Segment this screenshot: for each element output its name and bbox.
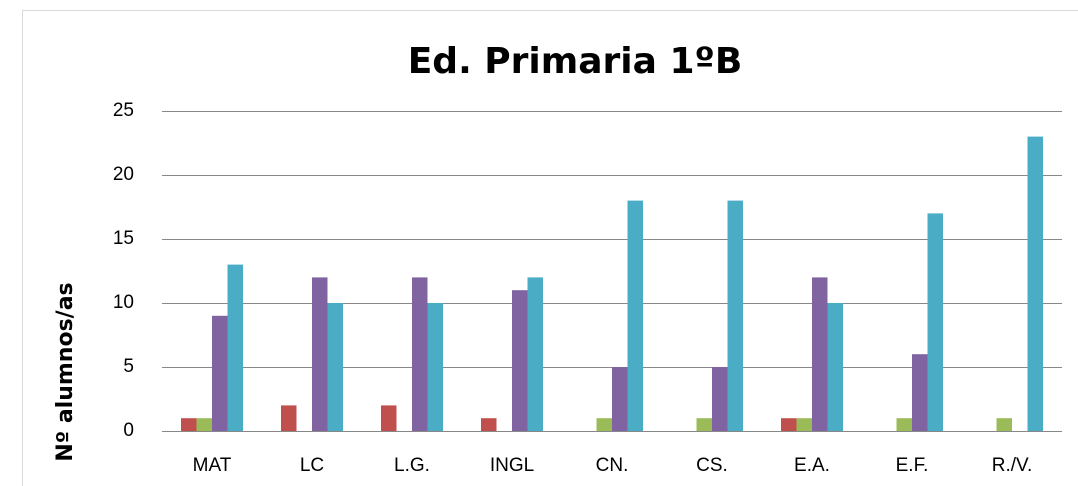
bar [812, 277, 828, 431]
x-tick-label: CS. [696, 455, 728, 476]
bar [727, 200, 743, 431]
bar [827, 303, 843, 431]
bar [227, 264, 243, 431]
y-tick-label: 25 [113, 100, 134, 121]
y-tick-label: 5 [123, 356, 134, 377]
bar [527, 277, 543, 431]
bar [327, 303, 343, 431]
bar [381, 405, 397, 431]
x-tick-label: R./V. [992, 455, 1033, 476]
bar [696, 418, 712, 431]
bar [481, 418, 497, 431]
bar [512, 290, 528, 431]
bar [196, 418, 212, 431]
bar [796, 418, 812, 431]
bar [1027, 136, 1043, 431]
bar [212, 315, 228, 431]
bar [181, 418, 197, 431]
bar [781, 418, 797, 431]
chart-title: Ed. Primaria 1ºB [408, 41, 743, 82]
bar [627, 200, 643, 431]
bar [896, 418, 912, 431]
bar [312, 277, 328, 431]
y-tick-label: 0 [123, 420, 134, 441]
y-axis-label: Nº alumnos/as [53, 282, 78, 461]
bar [996, 418, 1012, 431]
y-tick-label: 20 [113, 164, 134, 185]
x-tick-label: L.G. [394, 455, 430, 476]
bar [427, 303, 443, 431]
y-tick-label: 10 [113, 292, 134, 313]
x-tick-label: E.F. [896, 455, 929, 476]
bar [927, 213, 943, 431]
chart-frame [22, 10, 1078, 486]
bar [281, 405, 297, 431]
x-tick-label: CN. [596, 455, 629, 476]
bar [712, 367, 728, 431]
y-tick-label: 15 [113, 228, 134, 249]
bar [912, 354, 928, 431]
x-tick-label: E.A. [794, 455, 830, 476]
x-tick-label: MAT [193, 455, 232, 476]
bar [596, 418, 612, 431]
x-tick-label: INGL [490, 455, 534, 476]
x-tick-label: LC [300, 455, 324, 476]
bar [612, 367, 628, 431]
bar [412, 277, 428, 431]
